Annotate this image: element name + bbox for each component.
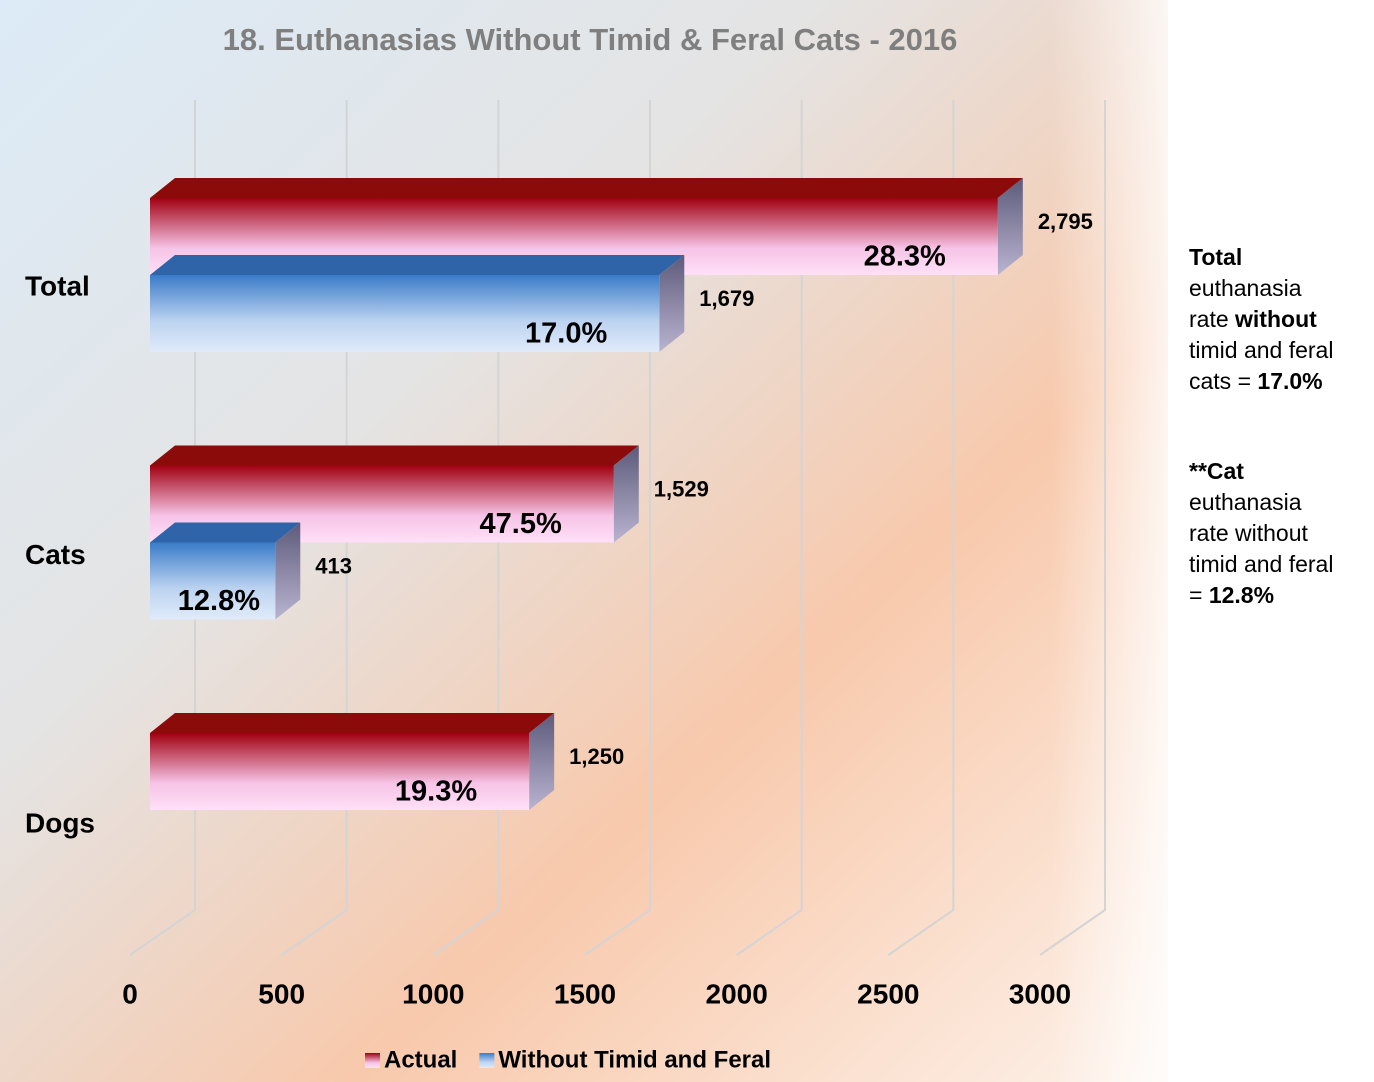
- bar-top: [150, 178, 1023, 198]
- note-text: **Cat: [1189, 458, 1244, 484]
- bar-side: [997, 178, 1023, 275]
- note-text: cats =: [1189, 368, 1257, 394]
- legend-swatch: [479, 1053, 495, 1068]
- note-text: without: [1234, 306, 1317, 332]
- bar-top: [150, 255, 685, 275]
- note-text: rate without: [1189, 520, 1309, 546]
- category-label: Dogs: [25, 807, 95, 838]
- note-line: **Cat: [1189, 458, 1244, 484]
- bar: [150, 522, 301, 620]
- note-line: timid and feral: [1189, 337, 1333, 363]
- note-text: euthanasia: [1189, 275, 1302, 301]
- x-tick-label: 1000: [402, 978, 464, 1009]
- bar: [150, 445, 639, 543]
- x-tick-label: 0: [122, 978, 138, 1009]
- note-line: euthanasia: [1189, 275, 1302, 301]
- note-line: Total: [1189, 244, 1242, 270]
- note-text: 12.8%: [1209, 582, 1274, 608]
- legend-label: Without Timid and Feral: [498, 1046, 771, 1073]
- note-text: rate: [1189, 306, 1235, 332]
- x-tick-label: 1500: [554, 978, 616, 1009]
- grid-line: [432, 100, 500, 956]
- bar-top: [150, 713, 555, 733]
- note-text: 17.0%: [1257, 368, 1322, 394]
- bar: [150, 713, 555, 810]
- note-line: euthanasia: [1189, 489, 1302, 515]
- bar-side: [275, 522, 301, 620]
- chart-title: 18. Euthanasias Without Timid & Feral Ca…: [223, 22, 958, 57]
- value-label: 2,795: [1038, 209, 1093, 234]
- bar-front: [150, 542, 276, 620]
- note-line: rate without: [1189, 520, 1309, 546]
- note-line: cats = 17.0%: [1189, 368, 1323, 394]
- value-label: 1,529: [654, 476, 709, 501]
- bar-side: [529, 713, 555, 810]
- category-label: Total: [25, 270, 90, 301]
- bar-side: [613, 445, 639, 543]
- x-tick-label: 2000: [706, 978, 768, 1009]
- percent-label: 28.3%: [864, 241, 946, 273]
- value-label: 413: [315, 553, 352, 578]
- bar-front: [150, 275, 660, 352]
- percent-label: 17.0%: [525, 318, 607, 350]
- value-label: 1,679: [699, 286, 754, 311]
- x-tick-label: 500: [258, 978, 305, 1009]
- note-text: euthanasia: [1189, 489, 1302, 515]
- grid-line: [584, 100, 651, 956]
- bar-top: [150, 445, 639, 466]
- grid-line: [736, 100, 803, 956]
- category-label: Cats: [25, 539, 86, 570]
- note-line: rate without: [1189, 306, 1317, 332]
- note-text: timid and feral: [1189, 551, 1333, 577]
- x-tick-label: 3000: [1009, 978, 1071, 1009]
- grid-line: [129, 100, 196, 956]
- percent-label: 12.8%: [178, 585, 260, 617]
- bar-side: [659, 255, 685, 352]
- note-line: timid and feral: [1189, 551, 1333, 577]
- bar-front: [150, 733, 530, 810]
- x-tick-label: 2500: [857, 978, 919, 1009]
- legend-swatch: [365, 1053, 380, 1068]
- bar-top: [150, 522, 301, 543]
- grid-line: [887, 100, 955, 956]
- note-line: = 12.8%: [1189, 582, 1274, 608]
- percent-label: 47.5%: [480, 508, 562, 540]
- grid-line: [1039, 100, 1106, 956]
- grid-line: [281, 100, 348, 956]
- bar: [150, 255, 685, 352]
- note-text: =: [1189, 582, 1209, 608]
- note-text: Total: [1189, 244, 1242, 270]
- percent-label: 19.3%: [395, 776, 477, 808]
- value-label: 1,250: [569, 744, 624, 769]
- note-text: timid and feral: [1189, 337, 1333, 363]
- legend-label: Actual: [384, 1046, 457, 1073]
